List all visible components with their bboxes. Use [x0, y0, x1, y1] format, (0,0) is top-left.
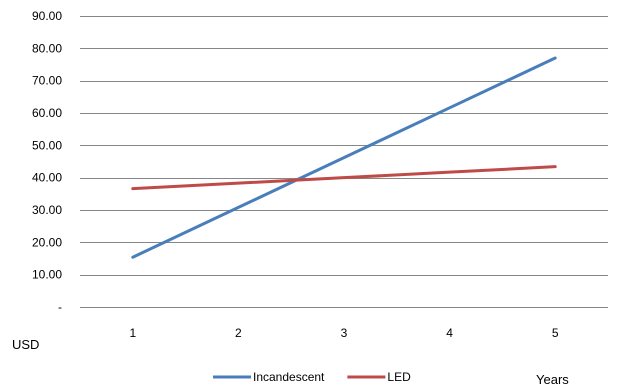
x-tick-label: 2 [235, 326, 242, 340]
x-tick-label: 5 [552, 326, 559, 340]
series-line-led [131, 165, 557, 191]
x-tick-label: 1 [129, 326, 136, 340]
legend-label: Incandescent [253, 370, 325, 384]
x-axis-ticks: 1 2 3 4 5 [129, 326, 558, 340]
y-tick-label: 60.00 [32, 106, 62, 120]
legend: Incandescent LED [213, 370, 411, 384]
series-lines [131, 56, 557, 259]
legend-item-incandescent: Incandescent [213, 370, 325, 384]
y-tick-label: - [58, 300, 62, 314]
legend-label: LED [387, 370, 411, 384]
x-tick-label: 4 [446, 326, 453, 340]
y-axis-ticks: 90.00 80.00 70.00 60.00 50.00 40.00 30.00 20.00… [32, 9, 62, 314]
y-tick-label: 40.00 [32, 171, 62, 185]
y-axis-label: USD [12, 337, 39, 352]
grid-lines [80, 16, 608, 308]
y-tick-label: 30.00 [32, 203, 62, 217]
y-tick-label: 90.00 [32, 9, 62, 23]
x-tick-label: 3 [341, 326, 348, 340]
y-tick-label: 20.00 [32, 235, 62, 249]
series-line-incandescent [131, 56, 557, 259]
y-tick-label: 80.00 [32, 41, 62, 55]
y-tick-label: 10.00 [32, 268, 62, 282]
y-tick-label: 50.00 [32, 138, 62, 152]
y-tick-label: 70.00 [32, 74, 62, 88]
x-axis-label: Years [536, 372, 569, 387]
legend-item-led: LED [347, 370, 411, 384]
